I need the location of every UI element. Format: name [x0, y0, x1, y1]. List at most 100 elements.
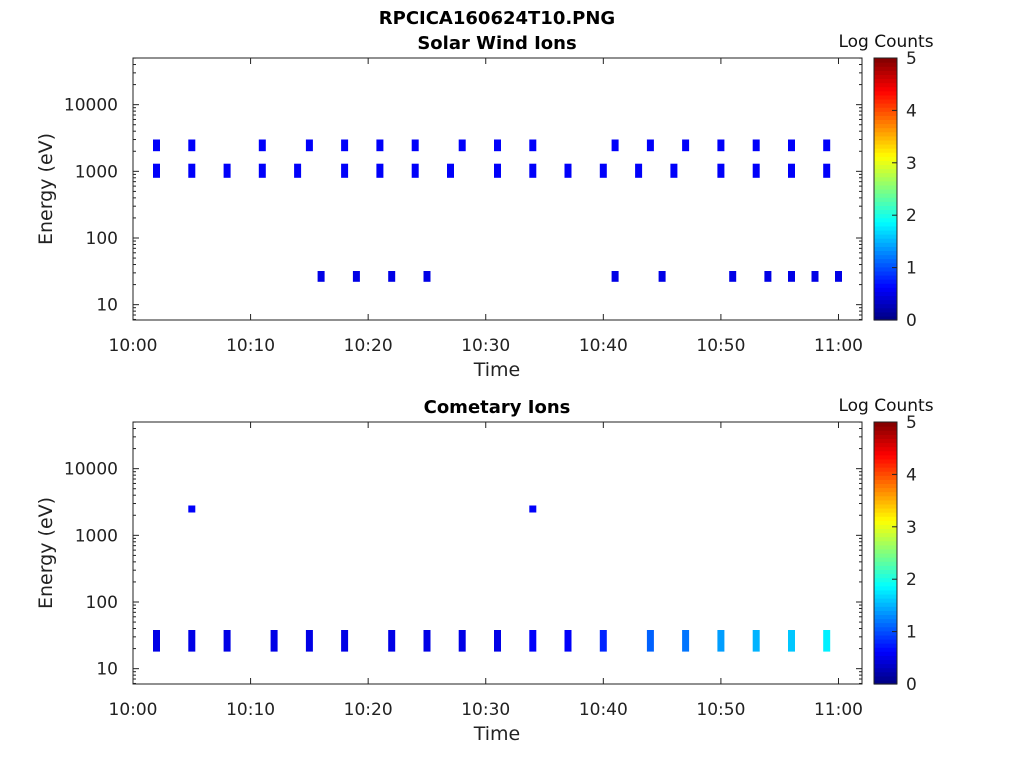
axes-frame — [132, 57, 863, 321]
colorbar-segment — [874, 172, 897, 178]
y-tick-label: 100 — [86, 229, 118, 249]
colorbar-frame — [873, 421, 898, 685]
x-tick-label: 10:40 — [579, 700, 628, 720]
spectrogram-cell — [529, 505, 537, 513]
spectrogram-cell — [153, 163, 160, 178]
y-axis-label: Energy (eV) — [35, 497, 57, 609]
colorbar-tick-label: 1 — [906, 623, 917, 643]
spectrogram-cell — [305, 630, 313, 652]
colorbar-segment — [874, 315, 897, 321]
colorbar-segment — [874, 270, 897, 276]
colorbar-segment — [874, 221, 897, 227]
colorbar-segment — [874, 638, 897, 644]
spectrogram-cell — [388, 630, 396, 652]
colorbar-segment — [874, 659, 897, 665]
colorbar-segment — [874, 499, 897, 505]
colorbar-segment — [874, 225, 897, 231]
colorbar-segment — [874, 598, 897, 603]
plot-area: 10:00 10:10 10:20 10:30 10:40 10:50 11:00 10 100… — [64, 57, 863, 356]
spectrogram-cell — [788, 163, 795, 178]
panel-title: Cometary Ions — [424, 397, 571, 418]
colorbar-segment — [874, 475, 897, 480]
y-tick-label: 1000 — [75, 162, 118, 182]
colorbar-segment — [874, 86, 897, 92]
colorbar-segment — [874, 258, 897, 264]
colorbar-tick-label: 0 — [906, 675, 917, 695]
x-tick-label: 10:20 — [344, 336, 393, 356]
colorbar-segment — [874, 103, 897, 108]
colorbar-segment — [874, 90, 897, 96]
colorbar-segment — [874, 234, 897, 239]
colorbar-tick-label: 1 — [906, 259, 917, 279]
spectrogram-cell — [494, 163, 501, 178]
colorbar-segment — [874, 164, 897, 170]
colorbar-segment — [874, 299, 897, 305]
x-tick-label: 10:00 — [109, 700, 158, 720]
colorbar-segment — [874, 78, 897, 84]
colorbar-segment — [874, 422, 897, 427]
colorbar-segment — [874, 70, 897, 75]
spectrogram-cell — [658, 271, 666, 282]
colorbar-segment — [874, 536, 897, 542]
colorbar-segment — [874, 209, 897, 215]
spectrogram-cell — [764, 271, 772, 282]
spectrogram-cell — [682, 630, 690, 652]
colorbar-segment — [874, 217, 897, 223]
y-tick-label: 10000 — [64, 460, 118, 480]
x-tick-label: 10:40 — [579, 336, 628, 356]
x-tick-label: 11:00 — [814, 336, 863, 356]
colorbar-segment — [874, 454, 897, 460]
spectrogram-cell — [341, 630, 349, 652]
colorbar-segment — [874, 606, 897, 611]
x-tick-label: 10:50 — [696, 700, 745, 720]
spectrogram-cell — [635, 163, 643, 178]
spectrogram-cell — [752, 630, 760, 652]
colorbar-segment — [874, 283, 897, 288]
spectrogram-cell — [811, 271, 819, 282]
colorbar-segment — [874, 516, 897, 521]
colorbar-segment — [874, 626, 897, 632]
x-tick-label: 10:10 — [226, 336, 275, 356]
colorbar-segment — [874, 430, 897, 435]
colorbar-segment — [874, 139, 897, 145]
figure-title: RPCICA160624T10.PNG — [379, 8, 615, 29]
colorbar-tick-label: 3 — [906, 518, 917, 538]
spectrogram-cell — [341, 163, 349, 178]
spectrogram-cell — [646, 630, 654, 652]
colorbar-segment — [874, 152, 897, 157]
spectrogram-cell — [717, 630, 725, 652]
colorbar-segment — [874, 238, 897, 243]
colorbar-segment — [874, 148, 897, 153]
colorbar-segment — [874, 131, 897, 137]
spectrogram-cell — [611, 139, 619, 152]
panel-title: Solar Wind Ions — [417, 33, 576, 54]
colorbar-segment — [874, 643, 897, 648]
x-tick-label: 10:30 — [461, 336, 510, 356]
colorbar-segment — [874, 655, 897, 661]
colorbar-segment — [874, 184, 897, 190]
colorbar-segment — [874, 287, 897, 292]
x-tick-label: 10:10 — [226, 700, 275, 720]
colorbar-tick-label: 3 — [906, 154, 917, 174]
colorbar-segment — [874, 483, 897, 489]
colorbar-segment — [874, 569, 897, 575]
spectrogram-cell — [564, 163, 572, 178]
colorbar-segment — [874, 127, 897, 133]
colorbar-tick-label: 5 — [906, 413, 917, 433]
colorbar-segment — [874, 679, 897, 685]
spectrogram-cell — [258, 163, 266, 178]
colorbar-segment — [874, 205, 897, 211]
colorbar-segment — [874, 250, 897, 256]
colorbar-segment — [874, 426, 897, 431]
colorbar-segment — [874, 143, 897, 149]
colorbar-segment — [874, 634, 897, 640]
colorbar-segment — [874, 462, 897, 468]
colorbar-segment — [874, 507, 897, 513]
colorbar-tick-label: 2 — [906, 206, 917, 226]
colorbar-segment — [874, 671, 897, 677]
colorbar-segment — [874, 610, 897, 615]
colorbar-tick-label: 0 — [906, 311, 917, 331]
spectrogram-cell — [411, 139, 419, 152]
spectrogram-cell — [341, 139, 349, 152]
colorbar-frame — [873, 57, 898, 321]
